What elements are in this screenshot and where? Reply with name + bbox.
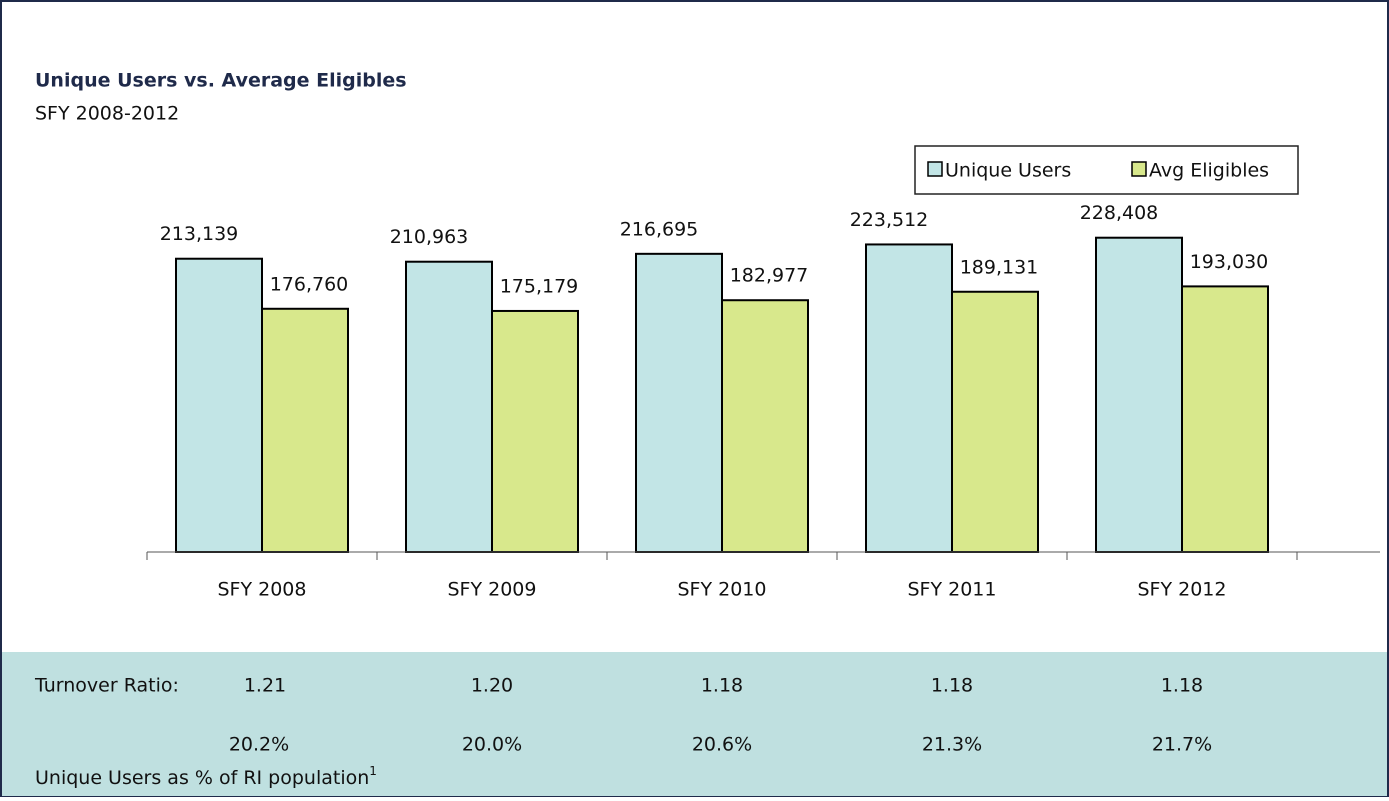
bar — [491, 309, 579, 554]
legend-swatch — [927, 161, 943, 177]
table-cell: 1.18 — [701, 675, 743, 697]
table-cell: 20.0% — [462, 734, 522, 756]
bar — [1181, 285, 1269, 553]
legend-swatch — [1131, 161, 1147, 177]
legend-label: Unique Users — [945, 160, 1071, 182]
table-cell: 1.18 — [1161, 675, 1203, 697]
data-label: 216,695 — [620, 218, 699, 240]
bar — [1095, 236, 1183, 553]
table-cell: 21.7% — [1152, 734, 1212, 756]
data-label: 193,030 — [1190, 251, 1269, 273]
row-label-text: Unique Users as % of RI population — [35, 767, 369, 789]
row-label: Turnover Ratio: — [34, 675, 179, 697]
row-label: Unique Users as % of RI population1 — [35, 764, 377, 789]
data-label: 182,977 — [730, 265, 809, 287]
x-tick-label: SFY 2012 — [1138, 579, 1227, 601]
bar — [865, 243, 953, 554]
x-tick-label: SFY 2011 — [908, 579, 997, 601]
data-label: 176,760 — [270, 273, 349, 295]
bar — [635, 252, 723, 554]
chart-title: Unique Users vs. Average Eligibles — [35, 70, 407, 92]
table-cell: 21.3% — [922, 734, 982, 756]
x-tick-label: SFY 2008 — [218, 579, 307, 601]
data-label: 210,963 — [390, 226, 469, 248]
data-label: 223,512 — [850, 209, 929, 231]
bar — [261, 307, 349, 553]
data-label: 189,131 — [960, 256, 1039, 278]
table-cell: 1.20 — [471, 675, 513, 697]
data-label: 228,408 — [1080, 202, 1159, 224]
chart-subtitle: SFY 2008-2012 — [35, 103, 179, 125]
footnote-mark: 1 — [369, 764, 377, 778]
data-label: 175,179 — [500, 275, 579, 297]
table-cell: 1.21 — [244, 675, 286, 697]
legend-box — [914, 145, 1299, 195]
data-label: 213,139 — [160, 223, 239, 245]
x-tick-label: SFY 2009 — [448, 579, 537, 601]
legend-label: Avg Eligibles — [1149, 160, 1269, 182]
table-cell: 20.6% — [692, 734, 752, 756]
table-band — [2, 652, 1387, 796]
bar — [405, 260, 493, 553]
bar — [175, 257, 263, 553]
table-cell: 20.2% — [229, 734, 289, 756]
x-tick-label: SFY 2010 — [678, 579, 767, 601]
bar — [951, 290, 1039, 553]
table-cell: 1.18 — [931, 675, 973, 697]
bar — [721, 299, 809, 553]
